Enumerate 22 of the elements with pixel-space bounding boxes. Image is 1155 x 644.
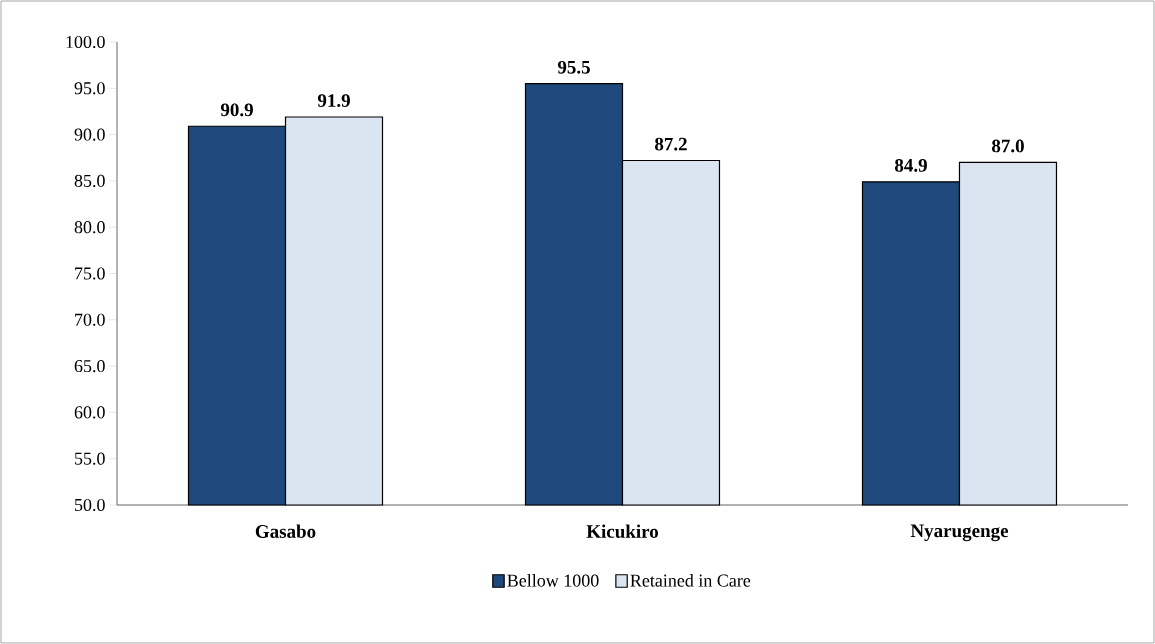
data-label: 90.9 xyxy=(220,103,253,117)
data-label: 91.9 xyxy=(317,94,350,108)
y-tick-label: 55.0 xyxy=(75,452,105,465)
data-label: 87.0 xyxy=(991,139,1024,153)
y-tick-label: 85.0 xyxy=(74,174,105,187)
x-tick-label: Gasabo xyxy=(255,524,316,538)
data-label: 84.9 xyxy=(894,158,927,172)
y-tick-label: 100.0 xyxy=(66,35,105,49)
data-label: 87.2 xyxy=(655,137,687,151)
x-tick-label: Nyarugenge xyxy=(910,524,1009,542)
y-tick-label: 75.0 xyxy=(75,267,105,280)
y-tick-label: 80.0 xyxy=(74,221,105,234)
legend-label: Retained in Care xyxy=(630,574,751,587)
data-label: 95.5 xyxy=(557,60,590,74)
x-tick-label: Kicukiro xyxy=(586,524,659,538)
y-tick-label: 95.0 xyxy=(74,82,105,95)
y-tick-label: 70.0 xyxy=(75,313,105,326)
y-tick-label: 60.0 xyxy=(74,406,105,419)
legend-label: Bellow 1000 xyxy=(507,574,599,587)
y-tick-label: 50.0 xyxy=(75,498,105,512)
y-tick-label: 90.0 xyxy=(74,128,105,141)
y-tick-label: 65.0 xyxy=(74,359,105,373)
